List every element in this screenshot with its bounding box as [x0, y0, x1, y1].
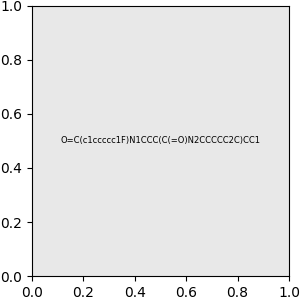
- Text: O=C(c1ccccc1F)N1CCC(C(=O)N2CCCCC2C)CC1: O=C(c1ccccc1F)N1CCC(C(=O)N2CCCCC2C)CC1: [60, 136, 260, 146]
